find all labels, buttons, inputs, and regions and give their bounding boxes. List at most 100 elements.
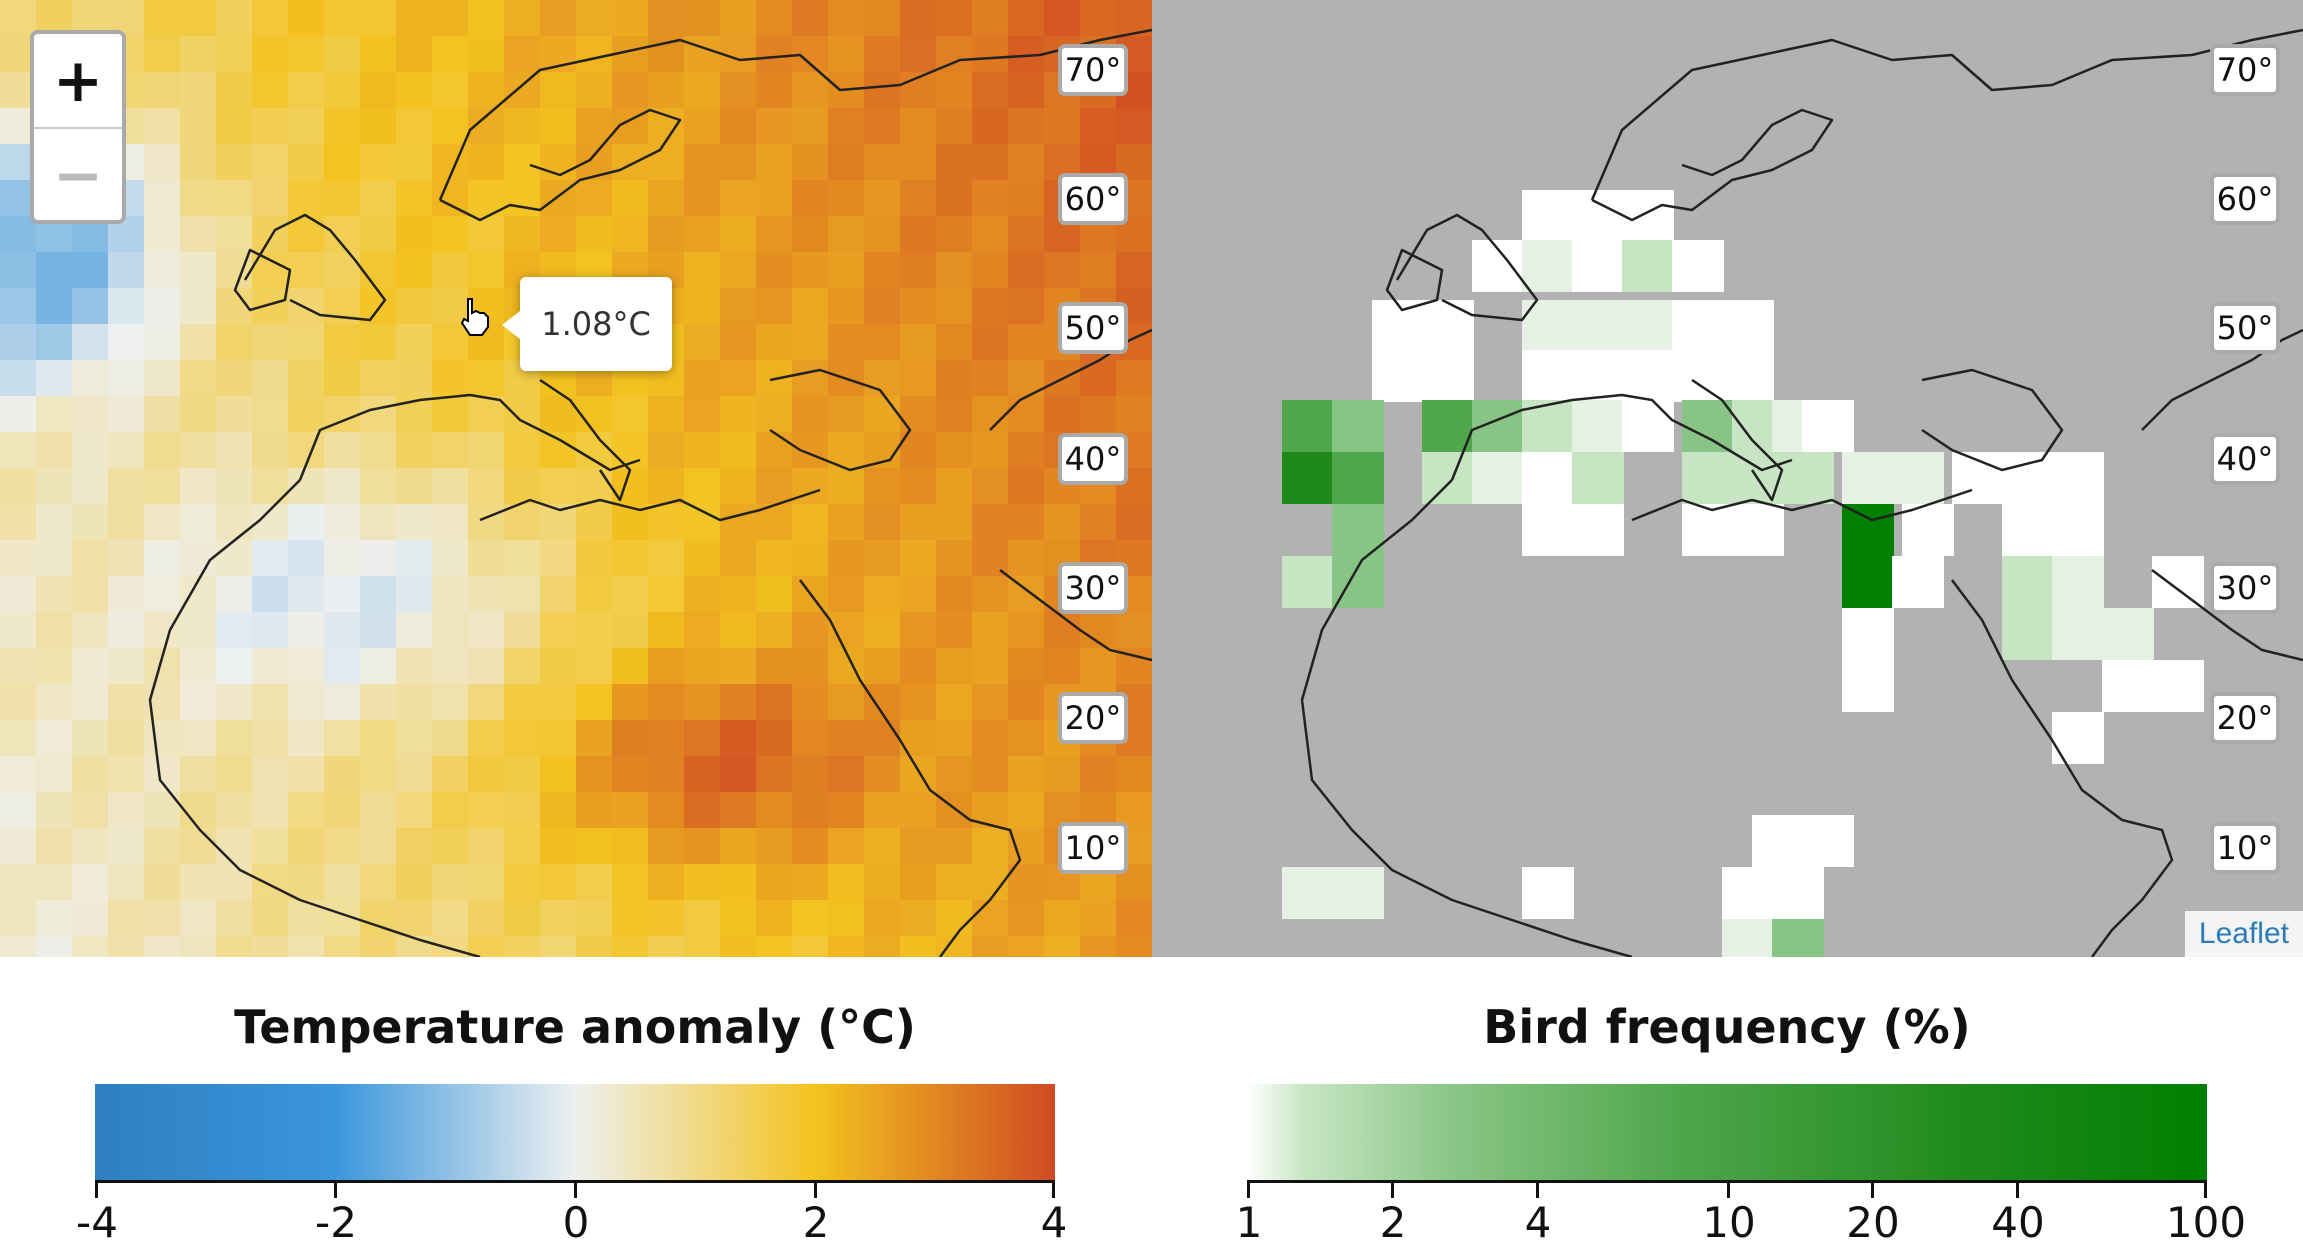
attribution-link[interactable]: Leaflet: [2184, 911, 2303, 957]
bird-tick: [1247, 1180, 1250, 1198]
bird-cell: [1522, 190, 1574, 242]
bird-cell: [2052, 452, 2104, 504]
bird-cell: [2002, 556, 2054, 608]
bird-cell: [1622, 190, 1674, 242]
bird-cell: [1842, 660, 1894, 712]
bird-cell: [1572, 400, 1624, 452]
bird-tick: [1391, 1180, 1394, 1198]
bird-cell: [1472, 452, 1524, 504]
value-tooltip: 1.08°C: [502, 277, 672, 371]
bird-cell: [1572, 240, 1624, 292]
temperature-map[interactable]: + − 70° 60° 50° 40° 30° 20° 10° 1.08°C: [0, 0, 1152, 957]
bird-cell: [2052, 556, 2104, 608]
temperature-tick: [334, 1180, 337, 1198]
bird-cell: [1522, 350, 1574, 402]
bird-cell: [2152, 660, 2204, 712]
bird-tick-label: 100: [2165, 1198, 2247, 1247]
bird-cell: [1802, 400, 1854, 452]
coastline-overlay: [148, 28, 1152, 957]
latitude-label-60: 60°: [1058, 173, 1128, 225]
bird-cell: [1842, 608, 1894, 660]
bird-cell: [2052, 608, 2104, 660]
bird-cell: [1722, 300, 1774, 352]
bird-tick-label: 4: [1524, 1198, 1552, 1247]
latitude-label-30: 30°: [1058, 562, 1128, 614]
bird-tick-label: 40: [1991, 1198, 2045, 1247]
bird-cell: [1682, 452, 1734, 504]
bird-cell: [1572, 452, 1624, 504]
bird-cell: [1332, 400, 1384, 452]
bird-cell: [1332, 867, 1384, 919]
bird-frequency-map[interactable]: 70° 60° 50° 40° 30° 20° 10° Leaflet: [1152, 0, 2303, 957]
bird-cell: [1282, 556, 1334, 608]
coastline-overlay-right: [1300, 28, 2303, 957]
bird-frequency-grid: [1282, 190, 2204, 957]
bird-cell: [1672, 350, 1724, 402]
temperature-tick: [574, 1180, 577, 1198]
bird-tick-label: 20: [1846, 1198, 1900, 1247]
zoom-in-button[interactable]: +: [34, 34, 122, 129]
bird-cell: [1622, 240, 1674, 292]
latitude-label-40: 40°: [1058, 433, 1128, 485]
bird-cell: [1902, 504, 1954, 556]
latitude-label-10-right: 10°: [2210, 822, 2280, 874]
bird-cell: [1842, 556, 1894, 608]
bird-cell: [1752, 815, 1804, 867]
bird-tick-label: 1: [1235, 1198, 1263, 1247]
temperature-tick-label: 0: [562, 1198, 590, 1247]
temperature-tick: [814, 1180, 817, 1198]
bird-cell: [1892, 556, 1944, 608]
bird-cell: [1372, 350, 1424, 402]
bird-tick-label: 2: [1379, 1198, 1407, 1247]
bird-cell: [1422, 452, 1474, 504]
temperature-tick-label: -4: [76, 1198, 118, 1247]
bird-tick: [2016, 1180, 2019, 1198]
temperature-legend-title: Temperature anomaly (°C): [234, 1000, 916, 1054]
bird-cell: [1722, 867, 1774, 919]
bird-cell: [1722, 919, 1774, 957]
bird-cell: [1622, 400, 1674, 452]
bird-cell: [1282, 452, 1334, 504]
bird-cell: [1842, 504, 1894, 556]
bird-cell: [1722, 350, 1774, 402]
bird-cell: [1572, 350, 1624, 402]
temperature-color-bar: [95, 1084, 1055, 1180]
bird-cell: [2102, 660, 2154, 712]
bird-cell: [1522, 240, 1574, 292]
bird-cell: [1682, 504, 1734, 556]
bird-cell: [1332, 452, 1384, 504]
bird-legend-title: Bird frequency (%): [1483, 1000, 1971, 1054]
bird-cell: [1372, 300, 1424, 352]
bird-tick: [2204, 1180, 2207, 1198]
latitude-label-30-right: 30°: [2210, 562, 2280, 614]
latitude-label-10: 10°: [1058, 822, 1128, 874]
bird-cell: [1282, 867, 1334, 919]
bird-cell: [1622, 300, 1674, 352]
bird-cell: [1422, 300, 1474, 352]
bird-cell: [1772, 867, 1824, 919]
latitude-label-20: 20°: [1058, 692, 1128, 744]
bird-cell: [1892, 452, 1944, 504]
bird-cell: [1572, 504, 1624, 556]
temperature-tick-label: 2: [802, 1198, 830, 1247]
bird-cell: [1522, 867, 1574, 919]
bird-cell: [1732, 504, 1784, 556]
zoom-out-button[interactable]: −: [52, 140, 104, 211]
bird-cell: [1572, 300, 1624, 352]
hand-cursor-icon: [460, 298, 489, 336]
latitude-label-50: 50°: [1058, 302, 1128, 354]
bird-tick: [1871, 1180, 1874, 1198]
bird-color-bar: [1247, 1084, 2207, 1180]
latitude-label-70-right: 70°: [2210, 44, 2280, 96]
bird-cell: [1682, 400, 1734, 452]
bird-tick-label: 10: [1702, 1198, 1756, 1247]
bird-cell: [1332, 504, 1384, 556]
bird-cell: [1622, 350, 1674, 402]
temperature-tick-label: 4: [1040, 1198, 1068, 1247]
bird-cell: [2002, 452, 2054, 504]
bird-cell: [2052, 504, 2104, 556]
temperature-tick: [1052, 1180, 1055, 1198]
bird-cell: [1672, 240, 1724, 292]
temperature-tick-label: -2: [315, 1198, 357, 1247]
bird-cell: [2002, 504, 2054, 556]
